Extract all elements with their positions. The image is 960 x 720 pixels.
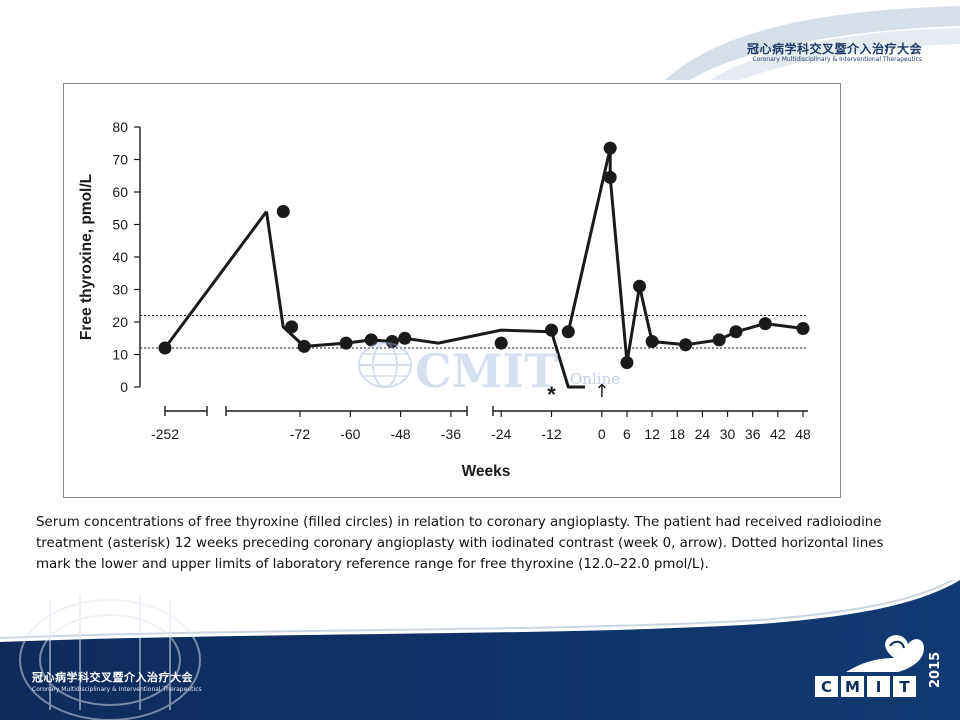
data-point: [603, 170, 617, 184]
x-tick-label: -12: [541, 426, 561, 442]
y-tick-label: 60: [112, 184, 128, 200]
brand-letter-c: C: [815, 676, 838, 697]
header-subtitle: Coronary Multidisciplinary & Interventio…: [752, 56, 922, 63]
x-tick-label: -36: [441, 426, 461, 442]
series-line: [608, 148, 804, 365]
data-point: [285, 320, 299, 334]
header-swoosh: [665, 6, 960, 80]
x-tick-label: 12: [644, 426, 660, 442]
arrow-marker: ↑: [594, 381, 609, 402]
data-point: [385, 335, 399, 348]
watermark-globe: [358, 342, 412, 388]
x-tick-label: 36: [745, 426, 761, 442]
y-tick-label: 70: [112, 152, 128, 168]
data-point: [758, 317, 772, 331]
x-tick-label: -72: [290, 426, 310, 442]
x-tick-label: -252: [151, 426, 179, 442]
data-point: [561, 325, 575, 339]
data-point: [364, 333, 378, 347]
data-point: [398, 331, 412, 345]
x-tick-label: 24: [695, 426, 711, 442]
y-tick-label: 50: [112, 217, 128, 233]
y-tick-label: 30: [112, 282, 128, 298]
data-point: [633, 279, 647, 293]
footer-subtitle: Coronary Multidisciplinary & Interventio…: [32, 686, 202, 693]
data-point: [494, 336, 508, 350]
data-point: [729, 325, 743, 339]
x-tick-label: 6: [623, 426, 631, 442]
brand-letter-m: M: [841, 676, 864, 697]
series-line: [566, 147, 612, 333]
data-point: [545, 323, 558, 337]
decorative-rings: [19, 595, 201, 720]
chart-frame: 0 10 20 30 40 50 60 70 80 Free thyroxine, pmol/L -…: [63, 83, 841, 498]
x-tick-label: -60: [340, 426, 360, 442]
y-tick-label: 10: [112, 347, 128, 363]
data-point: [679, 338, 693, 352]
data-point: [796, 322, 810, 335]
footer-title: 冠心病学科交叉暨介入治疗大会: [32, 671, 193, 684]
y-tick-label: 80: [112, 119, 128, 135]
brand-letter-i: I: [867, 676, 890, 697]
x-axis-label: Weeks: [462, 463, 511, 480]
x-tick-label: 0: [598, 426, 606, 442]
asterisk-marker: *: [547, 382, 556, 407]
x-tick-label: 30: [720, 426, 736, 442]
brand-year: 2015: [928, 651, 943, 688]
x-tick-label: 42: [770, 426, 786, 442]
brand-letters: C M I T: [815, 676, 919, 698]
y-tick-label: 40: [112, 249, 128, 265]
x-tick-label: -24: [491, 426, 511, 442]
data-point: [712, 333, 726, 347]
header-title: 冠心病学科交叉暨介入治疗大会: [746, 42, 922, 56]
brand-letter-t: T: [893, 676, 916, 697]
y-tick-label: 20: [112, 314, 128, 330]
x-tick-label: 48: [795, 426, 811, 442]
data-point: [620, 356, 634, 370]
footer-band: [0, 580, 960, 720]
data-point: [297, 339, 311, 353]
data-point: [603, 141, 617, 155]
watermark-text: CMIT: [415, 344, 559, 398]
data-point: [276, 205, 290, 218]
y-axis-label: Free thyroxine, pmol/L: [78, 174, 95, 340]
x-tick-label: -48: [390, 426, 410, 442]
brand-wings-logo: [846, 635, 924, 672]
watermark-subtext: Online: [570, 370, 621, 388]
series-line: [163, 210, 268, 349]
data-point: [339, 336, 353, 350]
x-tick-label: 18: [669, 426, 685, 442]
figure-caption: Serum concentrations of free thyroxine (…: [36, 515, 884, 572]
data-point: [158, 341, 172, 355]
y-tick-label: 0: [120, 379, 128, 395]
data-point: [645, 335, 659, 348]
